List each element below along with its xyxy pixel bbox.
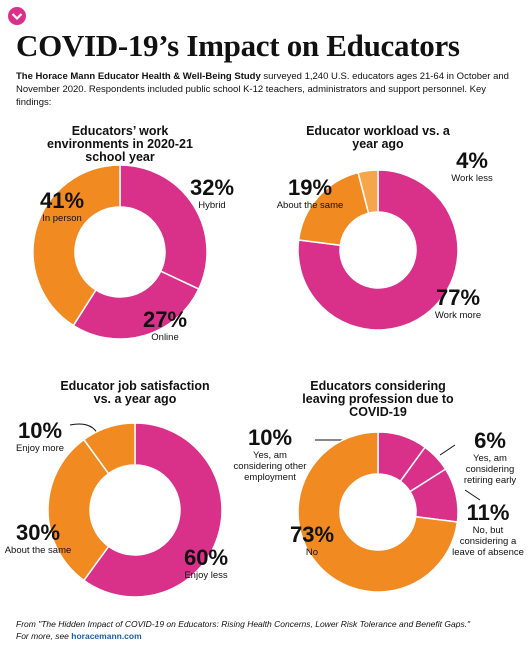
chart-title: Educator job satisfaction vs. a year ago — [60, 379, 210, 406]
value-label: 6% — [474, 428, 506, 453]
chart-title: Educators’ work environments in 2020-21 … — [47, 124, 193, 164]
value-label: 27% — [142, 307, 188, 332]
category-label: Online — [151, 332, 179, 343]
donut-slice — [357, 169, 379, 215]
page-title: COVID-19’s Impact on Educators — [16, 28, 460, 63]
donut-slice — [297, 431, 459, 593]
donut-slice — [82, 422, 136, 475]
intro-bold: The Horace Mann Educator Health & Well-B… — [16, 71, 261, 82]
intro: The Horace Mann Educator Health & Well-B… — [16, 70, 516, 109]
category-label: Work less — [451, 173, 493, 184]
value-label: 19% — [287, 175, 333, 200]
category-label: About the same — [276, 200, 344, 211]
value-label: 41% — [39, 188, 85, 213]
footer: From "The Hidden Impact of COVID-19 on E… — [16, 618, 516, 642]
link[interactable]: horacemann.com — [71, 631, 142, 641]
category-label: Yes, am considering other employment — [233, 450, 307, 483]
logo-icon — [8, 7, 26, 25]
donut-slice — [47, 438, 110, 582]
donut-slice — [72, 270, 200, 340]
category-label: Work more — [434, 310, 482, 321]
donut-slice — [82, 422, 223, 598]
value-label: 30% — [15, 520, 61, 545]
chart-title: Educator workload vs. a year ago — [306, 124, 450, 151]
category-label: Enjoy less — [184, 570, 228, 581]
value-label: 73% — [289, 522, 335, 547]
source: From "The Hidden Impact of COVID-19 on E… — [16, 619, 471, 629]
chart-title: Educators considering leaving profession… — [302, 379, 454, 419]
more: For more, see — [16, 631, 69, 641]
value-label: 60% — [183, 545, 229, 570]
value-label: 4% — [456, 148, 488, 173]
value-label: 11% — [466, 500, 510, 525]
category-label: No — [305, 547, 319, 558]
category-label: About the same — [4, 545, 72, 556]
pointer — [439, 444, 456, 456]
donut-slice — [297, 169, 459, 331]
category-label: In person — [42, 213, 82, 224]
value-label: 10% — [247, 425, 293, 450]
category-label: No, but considering a leave of absence — [452, 525, 524, 558]
category-label: Enjoy more — [15, 443, 65, 454]
value-label: 10% — [17, 418, 63, 443]
donut-slice — [32, 164, 121, 327]
intro-text: surveyed 1,240 U.S. educators ages 21-64… — [16, 71, 509, 108]
logo-chevron — [11, 13, 23, 21]
value-label: 32% — [189, 175, 235, 200]
category-label: Hybrid — [198, 200, 226, 211]
pointer — [464, 489, 481, 501]
donut-slice — [119, 164, 208, 291]
value-label: 77% — [435, 285, 481, 310]
category-label: Yes, am considering retiring early — [463, 453, 517, 486]
